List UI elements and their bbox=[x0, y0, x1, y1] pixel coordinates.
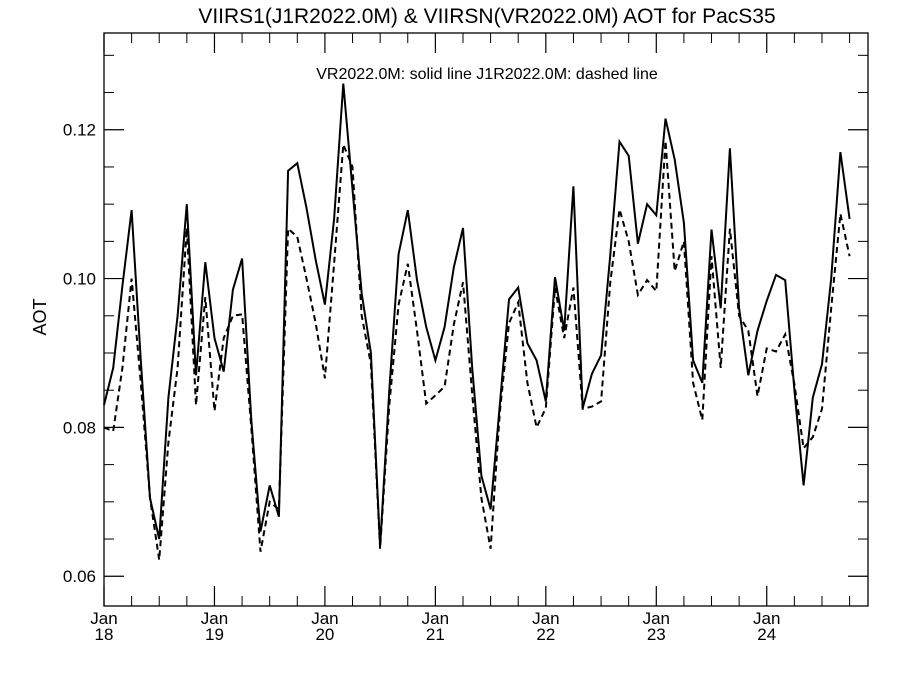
y-axis-label: AOT bbox=[30, 298, 50, 335]
x-tick-label-month: Jan bbox=[532, 609, 559, 628]
x-tick-label-month: Jan bbox=[201, 609, 228, 628]
x-tick-label-year: 24 bbox=[757, 625, 776, 644]
x-tick-label-month: Jan bbox=[422, 609, 449, 628]
x-tick-label-month: Jan bbox=[643, 609, 670, 628]
x-tick-label-year: 23 bbox=[647, 625, 666, 644]
x-tick-label-month: Jan bbox=[90, 609, 117, 628]
x-tick-label-year: 19 bbox=[205, 625, 224, 644]
x-tick-label-year: 21 bbox=[426, 625, 445, 644]
chart-title: VIIRS1(J1R2022.0M) & VIIRSN(VR2022.0M) A… bbox=[198, 5, 775, 28]
x-tick-label-year: 22 bbox=[536, 625, 555, 644]
y-tick-label: 0.12 bbox=[63, 121, 96, 140]
y-tick-label: 0.10 bbox=[63, 270, 96, 289]
y-tick-label: 0.06 bbox=[63, 567, 96, 586]
x-tick-label-year: 20 bbox=[315, 625, 334, 644]
series-style-annotation: VR2022.0M: solid line J1R2022.0M: dashed… bbox=[316, 66, 658, 83]
series-line-vr2022-solid bbox=[103, 83, 851, 547]
plot-frame bbox=[103, 32, 869, 607]
series-line-j1r2022-dashed bbox=[103, 140, 851, 561]
x-tick-label-month: Jan bbox=[753, 609, 780, 628]
y-tick-label: 0.08 bbox=[63, 418, 96, 437]
x-tick-label-month: Jan bbox=[311, 609, 338, 628]
plot-area: 0.060.080.100.12Jan18Jan19Jan20Jan21Jan2… bbox=[63, 32, 869, 644]
x-tick-label-year: 18 bbox=[95, 625, 114, 644]
